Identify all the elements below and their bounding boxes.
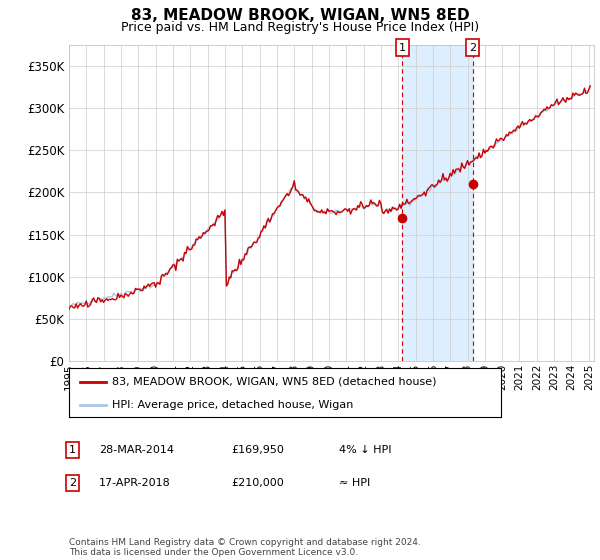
Text: Price paid vs. HM Land Registry's House Price Index (HPI): Price paid vs. HM Land Registry's House … (121, 21, 479, 34)
Text: 2: 2 (469, 43, 476, 53)
Text: 4% ↓ HPI: 4% ↓ HPI (339, 445, 391, 455)
Text: 17-APR-2018: 17-APR-2018 (99, 478, 171, 488)
Text: HPI: Average price, detached house, Wigan: HPI: Average price, detached house, Wiga… (112, 400, 353, 410)
Text: 1: 1 (69, 445, 76, 455)
Text: 83, MEADOW BROOK, WIGAN, WN5 8ED (detached house): 83, MEADOW BROOK, WIGAN, WN5 8ED (detach… (112, 377, 437, 387)
Text: ≈ HPI: ≈ HPI (339, 478, 370, 488)
Text: 83, MEADOW BROOK, WIGAN, WN5 8ED: 83, MEADOW BROOK, WIGAN, WN5 8ED (131, 8, 469, 24)
Text: 1: 1 (398, 43, 406, 53)
Text: 28-MAR-2014: 28-MAR-2014 (99, 445, 174, 455)
Bar (402, 45, 473, 361)
Text: £169,950: £169,950 (231, 445, 284, 455)
Text: £210,000: £210,000 (231, 478, 284, 488)
Text: Contains HM Land Registry data © Crown copyright and database right 2024.
This d: Contains HM Land Registry data © Crown c… (69, 538, 421, 557)
Text: 2: 2 (69, 478, 76, 488)
